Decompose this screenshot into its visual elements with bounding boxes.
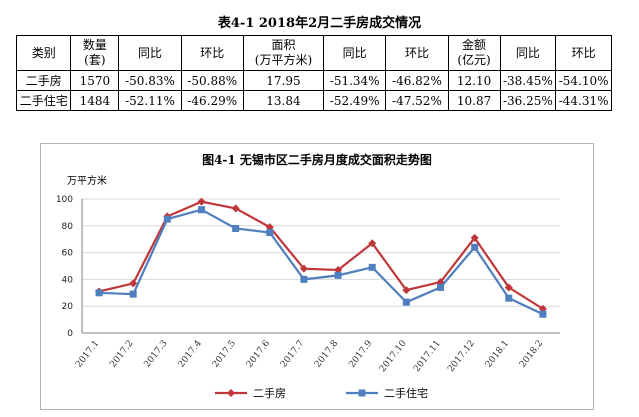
- x-tick-label: 2017.10: [378, 338, 409, 374]
- y-tick-label: 80: [62, 222, 74, 232]
- x-tick-label: 2017.9: [347, 338, 374, 369]
- table-cell: 二手房: [15, 70, 72, 91]
- x-tick-label: 2018.2: [518, 339, 545, 370]
- table-row: 二手房 1570 -50.83% -50.88% 17.95 -51.34% -46.82%…: [15, 70, 612, 91]
- data-point-0: [129, 279, 138, 288]
- table-cell: 10.87: [447, 90, 501, 111]
- x-tick-label: 2017.3: [142, 338, 169, 369]
- table-header-cell: 环比: [385, 35, 449, 71]
- table-header-cell: 同比: [323, 35, 387, 71]
- table-cell: 1484: [70, 90, 120, 111]
- data-point-1: [334, 271, 342, 279]
- table-header-cell: 环比: [555, 35, 612, 71]
- table-header-cell: 环比: [180, 35, 244, 71]
- data-point-1: [163, 215, 171, 223]
- table-header-row: 类别 数量 (套) 同比 环比 面积 (万平方米) 同比 环比 金额 (亿元) 同比 环比: [15, 35, 612, 71]
- data-point-1: [198, 206, 205, 214]
- table-cell: 12.10: [447, 70, 501, 91]
- x-tick-label: 2017.2: [108, 339, 135, 370]
- table-header-cell: 数量 (套): [70, 35, 120, 71]
- table-title: 表4-1 2018年2月二手房成交情况: [217, 16, 422, 31]
- data-point-1: [129, 290, 137, 298]
- data-point-1: [266, 229, 274, 236]
- legend-marker-1: [358, 389, 366, 397]
- table-cell: -46.29%: [180, 90, 244, 111]
- table-body: 二手房 1570 -50.83% -50.88% 17.95 -51.34% -46.82%…: [15, 70, 612, 111]
- series-line-1: [99, 208, 544, 316]
- legend-label-1: 二手住宅: [384, 386, 428, 400]
- data-point-0: [368, 239, 377, 248]
- table-cell: -50.83%: [118, 70, 182, 91]
- table-header-cell: 同比: [499, 35, 557, 71]
- legend-marker-0: [227, 389, 235, 397]
- table-cell: 二手住宅: [15, 90, 72, 111]
- data-point-0: [436, 278, 445, 287]
- data-point-0: [231, 204, 240, 213]
- x-tick-label: 2017.5: [211, 338, 238, 369]
- y-tick-label: 40: [62, 275, 74, 285]
- table-header-cell: 面积 (万平方米): [242, 35, 325, 71]
- table-row: 二手住宅 1484 -52.11% -46.29% 13.84 -52.49% -47.52…: [15, 90, 612, 111]
- table-cell: -54.10%: [555, 70, 612, 91]
- data-point-1: [300, 275, 308, 283]
- table-header-cell: 类别: [15, 35, 72, 71]
- table-cell: -38.45%: [499, 70, 557, 91]
- series-line-0: [98, 200, 544, 310]
- chart-title: 图4-1 无锡市区二手房月度成交面积走势图: [202, 152, 432, 167]
- data-point-1: [539, 310, 547, 318]
- x-tick-label: 2018.1: [484, 339, 511, 370]
- table-cell: -52.11%: [118, 90, 182, 111]
- table-cell: 13.84: [242, 90, 325, 111]
- data-point-1: [471, 243, 479, 251]
- table-cell: -47.52%: [385, 90, 449, 111]
- y-tick-label: 20: [62, 302, 74, 312]
- data-point-1: [232, 224, 240, 232]
- x-tick-label: 2017.11: [412, 339, 443, 374]
- data-point-0: [402, 286, 411, 295]
- legend-label-0: 二手房: [253, 386, 286, 400]
- x-tick-label: 2017.6: [245, 338, 272, 369]
- x-tick-label: 2017.8: [313, 338, 340, 369]
- data-point-0: [299, 264, 308, 273]
- table-cell: -51.34%: [323, 70, 387, 91]
- x-tick-label: 2017.4: [177, 338, 204, 369]
- y-tick-label: 100: [56, 195, 73, 205]
- x-tick-label: 2017.7: [279, 338, 306, 369]
- data-point-1: [402, 298, 410, 306]
- y-tick-label: 60: [62, 249, 74, 259]
- x-tick-label: 2017.12: [446, 339, 477, 374]
- data-point-0: [470, 233, 479, 242]
- table-header-cell: 金额 (亿元): [447, 35, 501, 71]
- table-cell: -44.31%: [555, 90, 612, 111]
- table-cell: -46.82%: [385, 70, 449, 91]
- y-tick-label: 0: [67, 329, 73, 339]
- table-cell: 1570: [70, 70, 120, 91]
- table-cell: -52.49%: [323, 90, 387, 111]
- x-tick-label: 2017.1: [74, 339, 101, 370]
- data-point-0: [197, 197, 206, 206]
- data-point-1: [368, 263, 376, 271]
- stats-table: 类别 数量 (套) 同比 环比 面积 (万平方米) 同比 环比 金额 (亿元) 同比 环比 二手房…: [15, 35, 612, 111]
- data-point-1: [437, 283, 444, 291]
- y-axis-label: 万平方米: [67, 174, 107, 187]
- data-point-0: [504, 283, 513, 292]
- table-cell: -36.25%: [499, 90, 557, 111]
- data-point-1: [505, 294, 513, 302]
- table-header-cell: 同比: [118, 35, 182, 71]
- data-point-1: [95, 289, 103, 297]
- table-cell: -50.88%: [180, 70, 244, 91]
- table-cell: 17.95: [242, 70, 325, 91]
- chart-container: 图4-1 无锡市区二手房月度成交面积走势图万平方米 0 20 40 60 80 100 201…: [40, 143, 594, 410]
